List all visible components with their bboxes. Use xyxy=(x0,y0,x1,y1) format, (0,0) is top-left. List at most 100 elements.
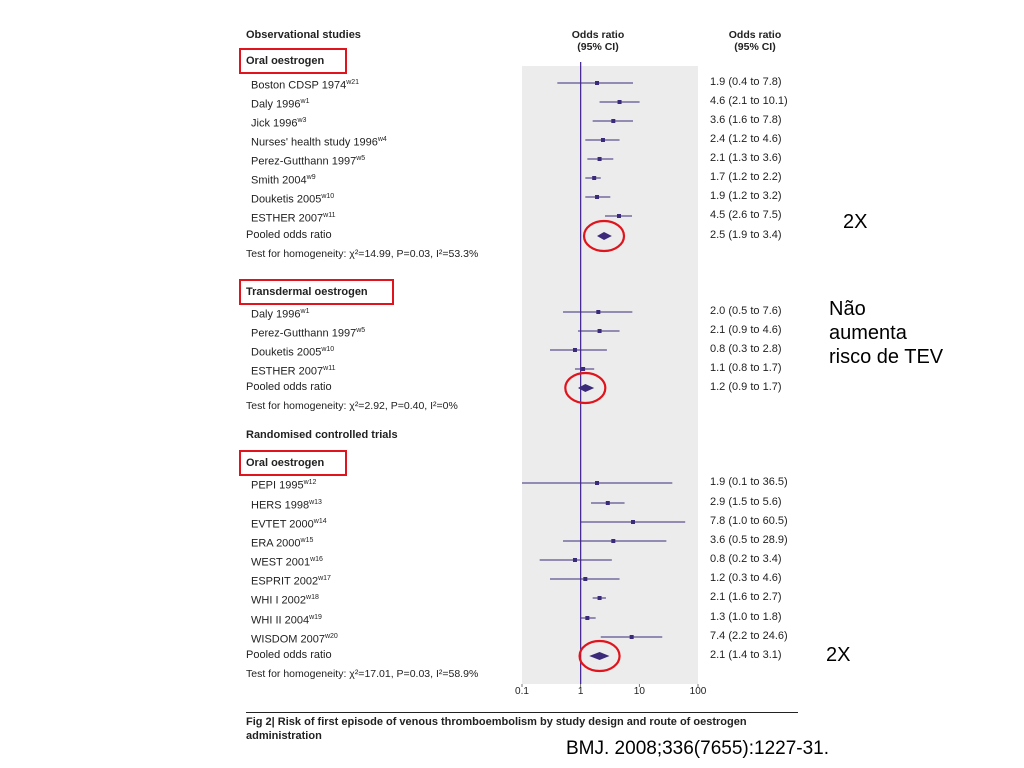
study-ci-value: 7.4 (2.2 to 24.6) xyxy=(710,630,788,642)
study-name: Perez-Gutthann 1997 xyxy=(251,155,357,168)
homogeneity-text: Test for homogeneity: χ²=14.99, P=0.03, … xyxy=(246,248,479,260)
point-estimate xyxy=(631,520,636,524)
figure-caption: Fig 2| Risk of first episode of venous t… xyxy=(246,712,798,743)
study-name: ERA 2000 xyxy=(251,537,301,550)
point-estimate xyxy=(605,501,610,505)
point-estimate xyxy=(611,119,616,123)
study-reference: w19 xyxy=(309,614,322,621)
study-ci-value: 2.1 (1.6 to 2.7) xyxy=(710,591,782,603)
study-name: Douketis 2005 xyxy=(251,193,322,206)
pooled-diamond xyxy=(577,384,595,392)
study-ci-value: 2.1 (0.9 to 4.6) xyxy=(710,324,782,336)
x-axis-tick-label: 10 xyxy=(633,686,645,697)
annotation-no-increase: Não aumenta risco de TEV xyxy=(829,298,944,368)
study-label: Boston CDSP 1974w21 xyxy=(251,76,359,93)
pooled-diamond xyxy=(589,652,610,660)
homogeneity-test: Test for homogeneity: χ²=2.92, P=0.40, I… xyxy=(246,400,458,413)
study-name: Daly 1996 xyxy=(251,308,301,321)
pooled-text: Pooled odds ratio xyxy=(246,229,332,241)
study-name: Nurses' health study 1996 xyxy=(251,136,378,149)
study-label: EVTET 2000w14 xyxy=(251,515,327,532)
highlight-box xyxy=(239,279,394,305)
header-text: Oral oestrogen xyxy=(246,55,325,67)
study-ci-value: 2.4 (1.2 to 4.6) xyxy=(710,133,782,145)
pooled-text: Pooled odds ratio xyxy=(246,649,332,661)
study-name: Douketis 2005 xyxy=(251,346,322,359)
section-header: Randomised controlled trials xyxy=(246,429,398,442)
point-estimate xyxy=(617,100,622,104)
study-ci-value: 2.1 (1.3 to 3.6) xyxy=(710,152,782,164)
study-reference: w16 xyxy=(310,556,323,563)
point-estimate xyxy=(585,616,590,620)
study-reference: w21 xyxy=(346,79,360,86)
header-text: Oral oestrogen xyxy=(246,457,325,469)
study-ci-value: 4.5 (2.6 to 7.5) xyxy=(710,209,782,221)
study-name: WISDOM 2007 xyxy=(251,633,325,646)
pooled-ci-value: 1.2 (0.9 to 1.7) xyxy=(710,381,782,393)
study-reference: w5 xyxy=(356,155,366,162)
study-ci-value: 2.0 (0.5 to 7.6) xyxy=(710,305,782,317)
point-estimate xyxy=(595,81,600,85)
study-name: Daly 1996 xyxy=(251,98,301,111)
subgroup-header: Oral oestrogen xyxy=(246,55,324,68)
point-estimate xyxy=(629,635,634,639)
annotation-2x-bottom: 2X xyxy=(826,644,851,666)
study-label: WISDOM 2007w20 xyxy=(251,630,338,647)
point-estimate xyxy=(595,481,600,485)
highlight-circle xyxy=(564,371,607,405)
homogeneity-test: Test for homogeneity: χ²=14.99, P=0.03, … xyxy=(246,248,478,261)
point-estimate xyxy=(596,310,601,314)
point-estimate xyxy=(572,558,577,562)
header-odds-ratio-plot: Odds ratio (95% CI) xyxy=(571,29,625,53)
highlight-circle xyxy=(582,219,626,253)
point-estimate xyxy=(581,367,586,371)
highlight-box xyxy=(239,48,348,74)
study-reference: w3 xyxy=(297,117,307,124)
study-ci-value: 4.6 (2.1 to 10.1) xyxy=(710,95,788,107)
study-label: ESTHER 2007w11 xyxy=(251,362,335,379)
study-label: Douketis 2005w10 xyxy=(251,343,334,360)
study-ci-value: 1.9 (0.1 to 36.5) xyxy=(710,476,788,488)
study-reference: w14 xyxy=(313,518,327,525)
study-ci-value: 1.7 (1.2 to 2.2) xyxy=(710,171,782,183)
study-label: WHI I 2002w18 xyxy=(251,591,319,608)
annotation-2x-top: 2X xyxy=(843,211,868,233)
plot-background xyxy=(522,66,698,684)
point-estimate xyxy=(600,138,605,142)
point-estimate xyxy=(597,596,602,600)
study-label: HERS 1998w13 xyxy=(251,496,322,513)
study-label: Perez-Gutthann 1997w5 xyxy=(251,152,365,169)
study-reference: w11 xyxy=(323,365,336,372)
study-ci-value: 1.1 (0.8 to 1.7) xyxy=(710,362,782,374)
study-name: ESTHER 2007 xyxy=(251,365,324,378)
study-ci-value: 1.9 (0.4 to 7.8) xyxy=(710,76,782,88)
study-ci-value: 1.3 (1.0 to 1.8) xyxy=(710,611,782,623)
highlight-box xyxy=(239,450,348,476)
study-label: WHI II 2004w19 xyxy=(251,611,322,628)
point-estimate xyxy=(592,176,597,180)
homogeneity-text: Test for homogeneity: χ²=17.01, P=0.03, … xyxy=(246,668,479,680)
study-label: Daly 1996w1 xyxy=(251,95,310,112)
study-name: Smith 2004 xyxy=(251,174,307,187)
study-ci-value: 3.6 (1.6 to 7.8) xyxy=(710,114,782,126)
study-label: Jick 1996w3 xyxy=(251,114,306,131)
study-label: Smith 2004w9 xyxy=(251,171,316,188)
highlight-circle xyxy=(578,639,621,673)
pooled-label: Pooled odds ratio xyxy=(246,381,332,394)
study-name: WHI I 2002 xyxy=(251,594,307,607)
study-name: HERS 1998 xyxy=(251,499,310,512)
study-label: WEST 2001w16 xyxy=(251,553,323,570)
pooled-diamond xyxy=(597,232,612,240)
study-name: ESTHER 2007 xyxy=(251,212,324,225)
study-ci-value: 7.8 (1.0 to 60.5) xyxy=(710,515,788,527)
subgroup-header: Transdermal oestrogen xyxy=(246,286,368,299)
study-label: ESPRIT 2002w17 xyxy=(251,572,331,589)
study-name: Jick 1996 xyxy=(251,117,298,130)
study-label: Nurses' health study 1996w4 xyxy=(251,133,387,150)
study-reference: w4 xyxy=(377,136,387,143)
study-label: ESTHER 2007w11 xyxy=(251,209,335,226)
study-label: Daly 1996w1 xyxy=(251,305,310,322)
study-name: EVTET 2000 xyxy=(251,518,314,531)
x-axis-tick-label: 100 xyxy=(689,686,707,697)
study-name: Perez-Gutthann 1997 xyxy=(251,327,357,340)
